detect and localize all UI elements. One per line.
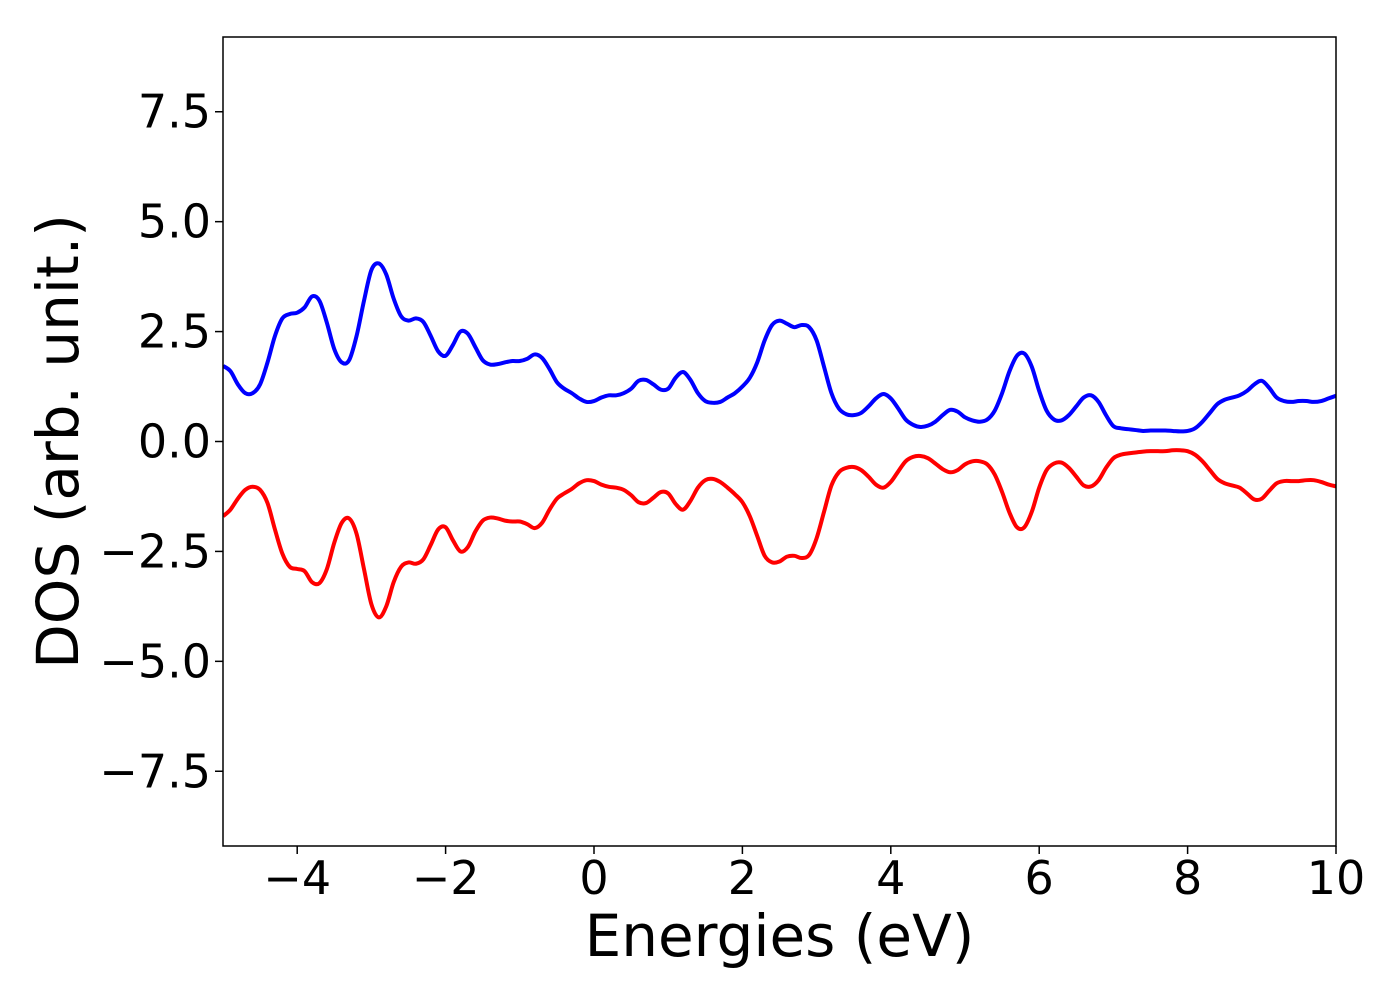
x-tick-label: 6: [1025, 851, 1054, 905]
series-layer: [223, 261, 1336, 620]
y-tick-label: 5.0: [138, 195, 211, 249]
x-tick-label: 10: [1307, 851, 1366, 905]
y-tick-label: 0.0: [138, 415, 211, 469]
y-tick-label: −5.0: [99, 634, 211, 688]
y-axis-label: DOS (arb. unit.): [24, 214, 92, 669]
x-tick-label: 2: [728, 851, 757, 905]
y-tick-label: 2.5: [138, 305, 211, 359]
y-tick-label: −2.5: [99, 524, 211, 578]
y-tick-label: 7.5: [138, 85, 211, 139]
series-line-blue: [223, 261, 1336, 434]
x-tick-label: −2: [412, 851, 480, 905]
plot-frame: [222, 36, 1337, 847]
x-tick-label: 0: [579, 851, 608, 905]
y-axis-ticks: −7.5 −5.0 −2.5 0.0 2.5 5.0 7.5: [99, 85, 223, 798]
x-axis-ticks: −4 −2 0 2 4 6 8 10: [263, 846, 1365, 905]
x-tick-label: 4: [876, 851, 905, 905]
x-tick-label: 8: [1173, 851, 1202, 905]
y-tick-label: −7.5: [99, 744, 211, 798]
series-line-red: [223, 448, 1336, 620]
x-tick-label: −4: [263, 851, 331, 905]
x-axis-label: Energies (eV): [585, 902, 975, 970]
